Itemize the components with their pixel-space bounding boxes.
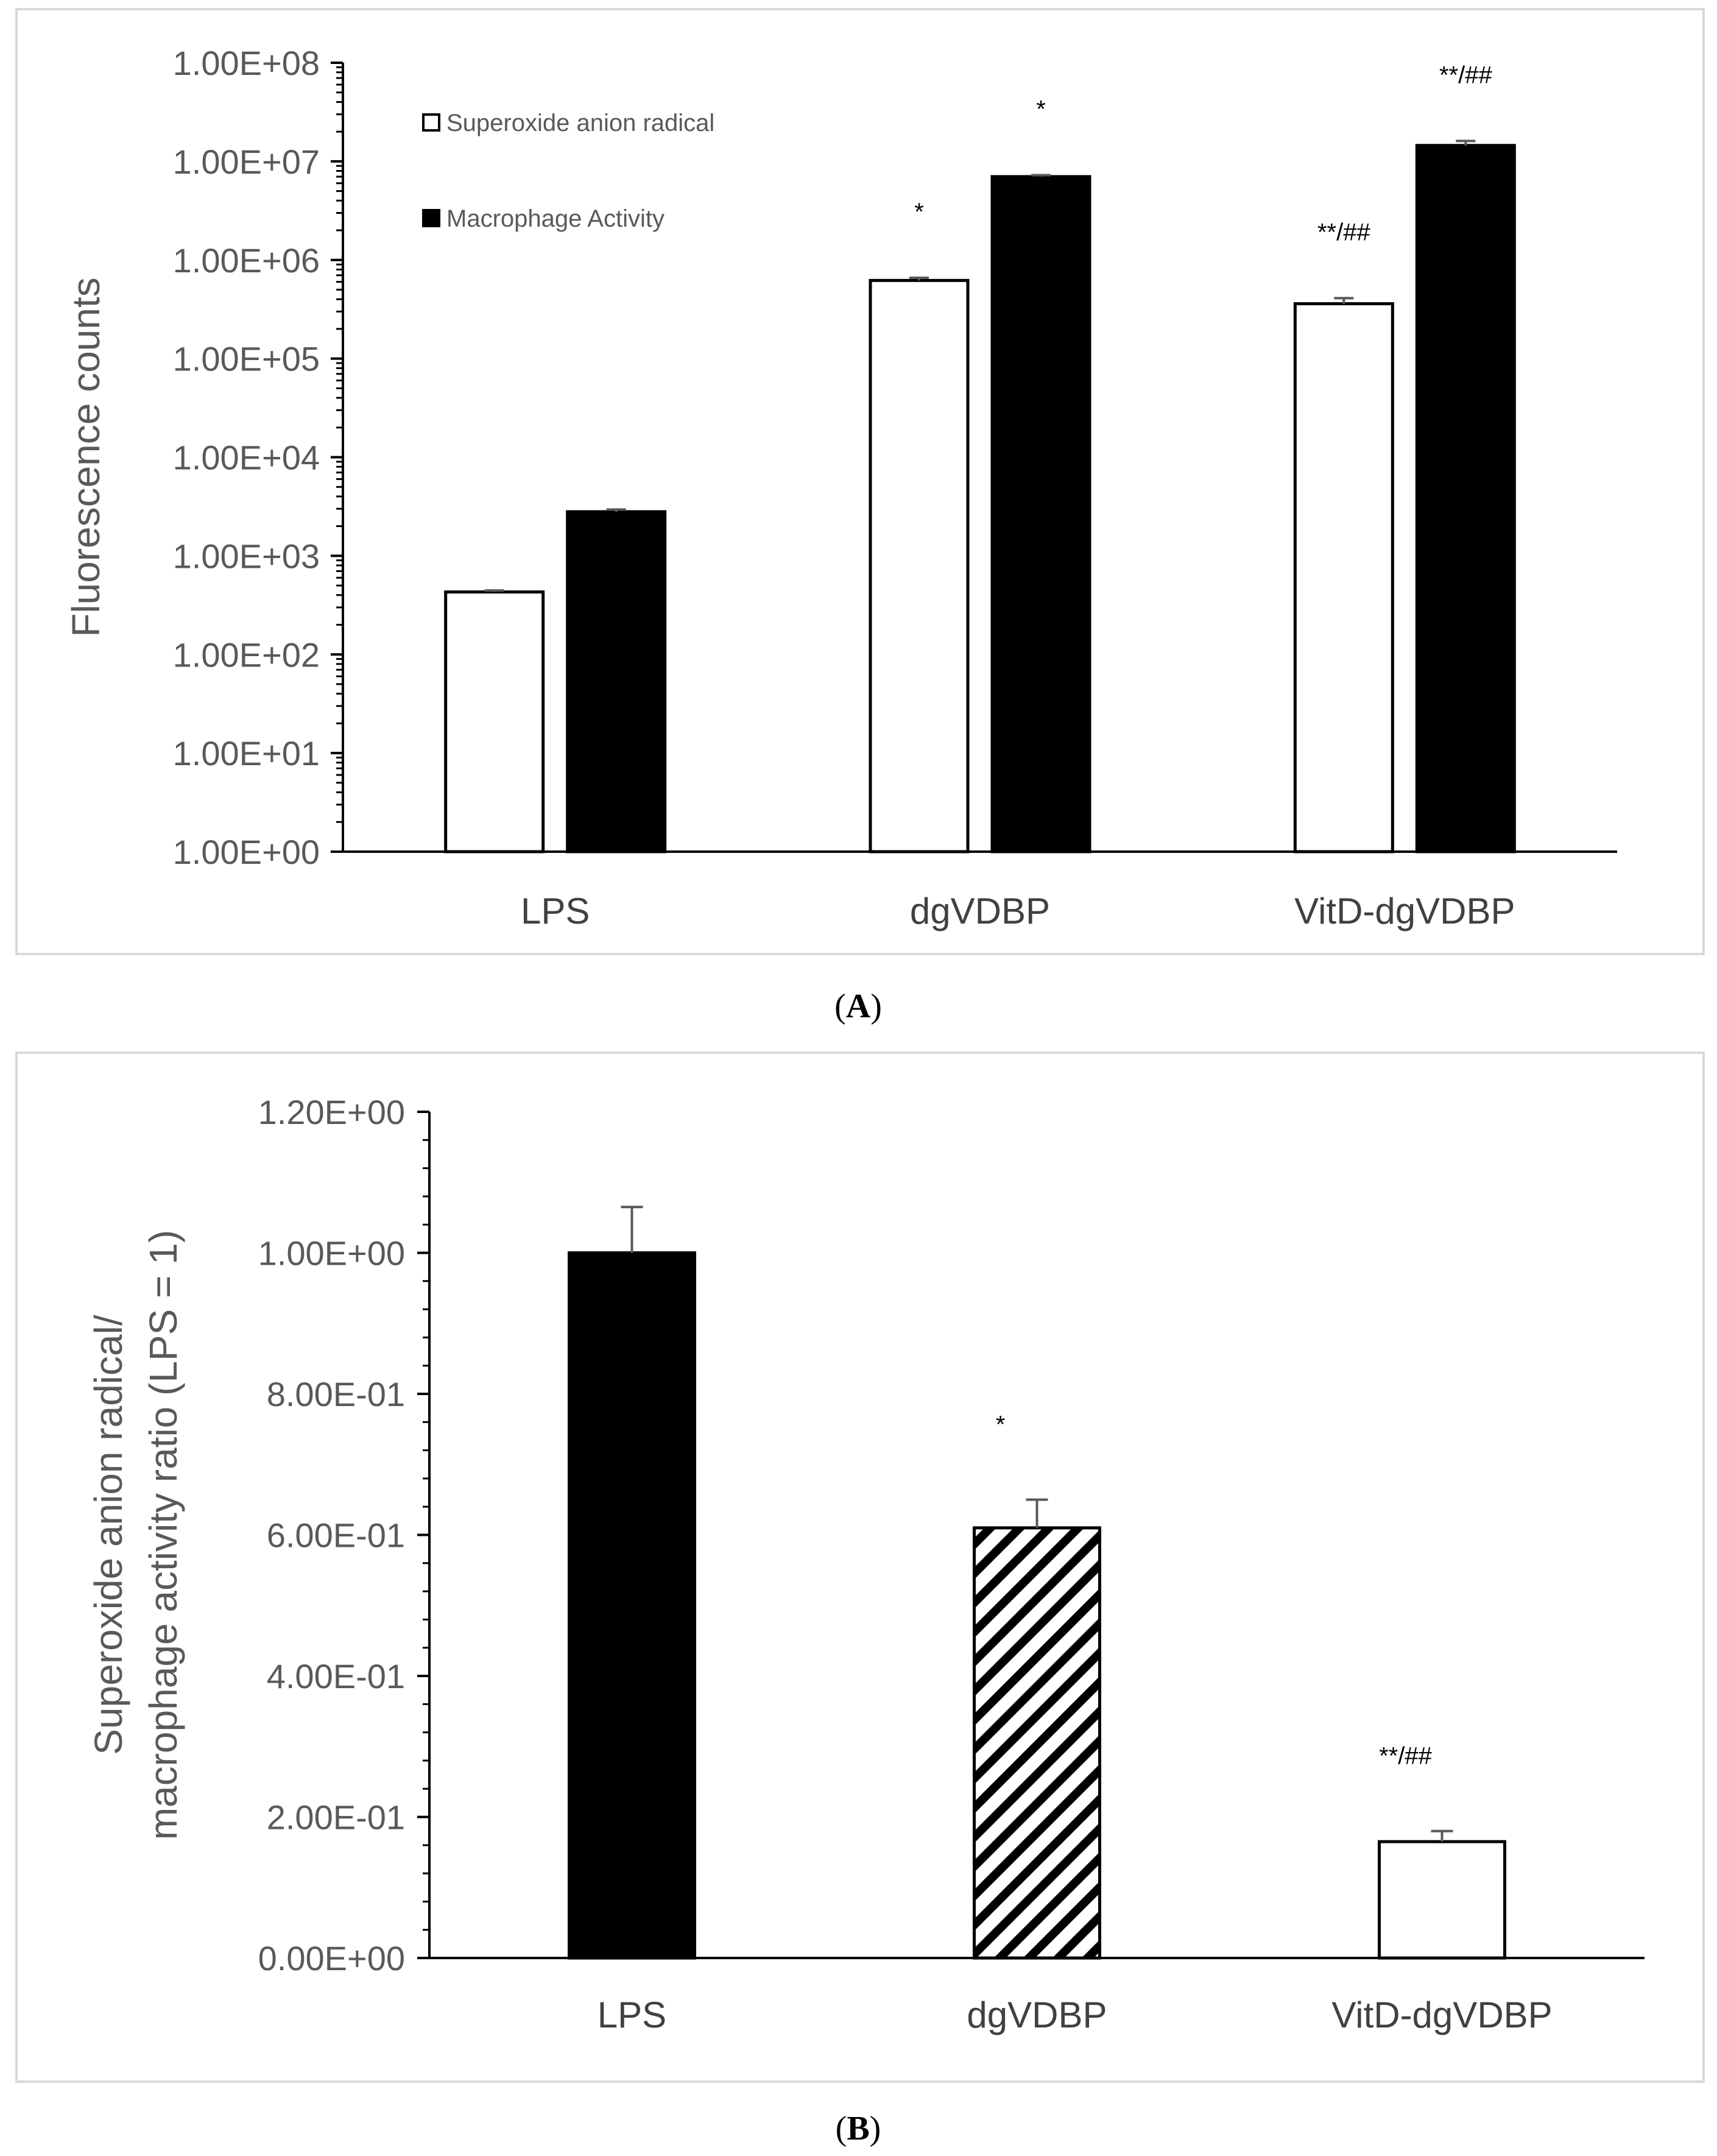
chart-b: 0.00E+00 2.00E-01 4.00E-01 6.00E-01 8.00E-01…: [15, 1051, 1705, 2083]
significance-label: **/##: [1379, 1743, 1432, 1770]
x-tick-label: VitD-dgVDBP: [1294, 891, 1515, 931]
y-tick-label: 0.00E+00: [258, 1939, 405, 1978]
y-tick-label: 1.00E+00: [258, 1234, 405, 1273]
legend-swatch: [422, 113, 440, 132]
y-tick-label: 1.00E+04: [173, 439, 320, 477]
bar: [568, 1251, 696, 1960]
x-tick-label: dgVDBP: [967, 1995, 1107, 2035]
significance-label: *: [996, 1412, 1006, 1438]
legend-label: Macrophage Activity: [446, 205, 665, 232]
significance-label: **/##: [1317, 219, 1370, 246]
y-axis-title: Superoxide anion radical/: [86, 1315, 130, 1755]
x-tick-label: dgVDBP: [910, 891, 1050, 931]
y-tick-label: 8.00E-01: [267, 1375, 405, 1413]
caption-a: (A): [834, 988, 882, 1025]
y-tick-label: 1.20E+00: [258, 1093, 405, 1131]
y-tick-label: 1.00E+07: [173, 143, 320, 181]
bar: [566, 510, 667, 854]
x-tick-label: LPS: [598, 1995, 666, 2035]
bar: [1293, 302, 1394, 854]
bar: [990, 175, 1091, 854]
bar: [973, 1526, 1101, 1960]
y-tick-label: 1.00E+05: [173, 340, 320, 378]
significance-label: *: [1036, 96, 1046, 122]
bar: [869, 278, 970, 854]
x-tick-label: LPS: [521, 891, 590, 931]
y-axis-title: macrophage activity ratio (LPS = 1): [141, 1230, 185, 1840]
y-tick-label: 1.00E+00: [173, 833, 320, 871]
y-tick-label: 4.00E-01: [267, 1657, 405, 1695]
bar: [1415, 144, 1516, 854]
y-tick-label: 1.00E+08: [173, 44, 320, 82]
y-tick-label: 2.00E-01: [267, 1798, 405, 1837]
y-axis-title: Fluorescence counts: [64, 277, 108, 637]
y-tick-label: 1.00E+03: [173, 537, 320, 575]
y-tick-label: 1.00E+02: [173, 635, 320, 674]
significance-label: *: [914, 199, 924, 225]
legend-swatch: [422, 209, 440, 227]
x-tick-label: VitD-dgVDBP: [1331, 1995, 1552, 2035]
y-tick-label: 1.00E+06: [173, 241, 320, 280]
bar: [1378, 1840, 1506, 1960]
caption-b: (B): [835, 2110, 881, 2147]
significance-label: **/##: [1439, 62, 1492, 88]
legend-label: Superoxide anion radical: [446, 110, 714, 136]
chart-a-frame: [15, 8, 1705, 955]
chart-a: 1.00E+00 1.00E+01 1.00E+02 1.00E+03 1.00E+04…: [15, 8, 1705, 955]
y-tick-label: 6.00E-01: [267, 1516, 405, 1555]
chart-b-frame: [15, 1051, 1705, 2083]
bar: [444, 590, 545, 854]
y-tick-label: 1.00E+01: [173, 734, 320, 772]
